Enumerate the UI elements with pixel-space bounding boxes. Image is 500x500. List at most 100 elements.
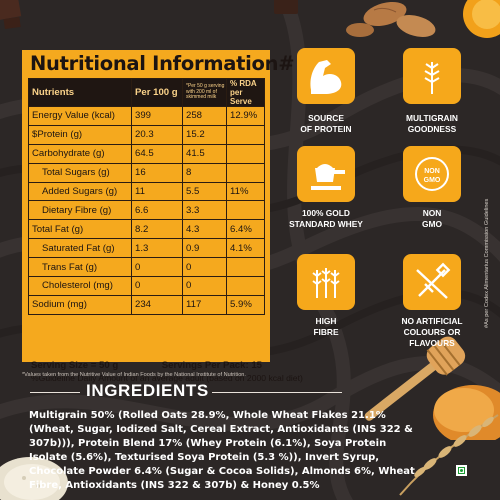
row-rda: 6.4%: [226, 219, 265, 240]
row-name: Dietary Fibre (g): [28, 200, 132, 221]
fibre-grains-icon: [312, 268, 340, 298]
row-rda: [226, 200, 265, 221]
almonds-image: [346, 1, 436, 37]
nutrition-panel: Nutritional Information# Nutrients Per 1…: [22, 50, 303, 383]
non-gmo-inner-bottom: GMO: [424, 177, 441, 184]
badge-line2: STANDARD WHEY: [289, 218, 363, 229]
badge-label: 100% GOLD STANDARD WHEY: [277, 208, 375, 230]
table-row: Sodium (mg) 234 117 5.9%: [28, 294, 265, 315]
honey-dipper-image: [364, 336, 500, 440]
guideline-note: %Guideline Daily Amount of an average ad…: [31, 373, 303, 383]
row-per100: 399: [131, 106, 183, 126]
row-per100: 16: [131, 162, 183, 183]
row-per100: 64.5: [131, 143, 183, 164]
badge-label: SOURCE OF PROTEIN: [277, 113, 375, 135]
header-rda: % RDA per Serve: [226, 78, 265, 107]
serving-size: Serving Size = 50 g: [31, 360, 119, 371]
row-rda: [226, 257, 265, 278]
row-name: Total Fat (g): [28, 219, 132, 240]
table-row: Total Fat (g) 8.2 4.3 6.4%: [28, 219, 265, 240]
badge-icon-box: [297, 48, 355, 104]
row-name: Energy Value (kcal): [28, 106, 132, 126]
ingredients-divider-left: [30, 392, 80, 393]
row-serve: 258: [182, 106, 227, 126]
row-name: Carbohydrate (g): [28, 143, 132, 164]
badge-label: NON GMO: [383, 208, 481, 230]
non-gmo-inner-top: NON: [424, 168, 440, 175]
row-per100: 8.2: [131, 219, 183, 240]
chocolate-pieces-image: [0, 0, 22, 30]
row-per100: 11: [131, 181, 183, 202]
row-rda: 5.9%: [226, 294, 265, 315]
row-per100: 0: [131, 276, 183, 296]
veg-mark-icon: [456, 465, 467, 476]
row-serve: 8: [182, 162, 227, 183]
row-name: Total Sugars (g): [28, 162, 132, 183]
badge-label: HIGH FIBRE: [277, 316, 375, 338]
whey-scoop-icon: [311, 164, 345, 190]
badge-icon-box: [297, 146, 355, 202]
row-rda: [226, 143, 265, 164]
badge-line1: SOURCE: [308, 113, 344, 123]
row-name: $Protein (g): [28, 124, 132, 145]
row-serve: 117: [182, 294, 227, 315]
row-serve: 41.5: [182, 143, 227, 164]
row-per100: 0: [131, 257, 183, 278]
badge-icon-box: [403, 254, 461, 310]
badge-label: MULTIGRAIN GOODNESS: [383, 113, 481, 135]
table-row: Added Sugars (g) 11 5.5 11%: [28, 181, 265, 202]
row-name: Saturated Fat (g): [28, 238, 132, 259]
ingredients-text: Multigrain 50% (Rolled Oats 28.9%, Whole…: [29, 410, 415, 491]
table-row: Saturated Fat (g) 1.3 0.9 4.1%: [28, 238, 265, 259]
table-row: Dietary Fibre (g) 6.6 3.3: [28, 200, 265, 221]
table-row: $Protein (g) 20.3 15.2: [28, 124, 265, 145]
row-rda: [226, 276, 265, 296]
row-per100: 234: [131, 294, 183, 315]
header-per-serve: *Per 50 g serving with 200 ml of skimmed…: [182, 78, 227, 107]
row-rda: 12.9%: [226, 106, 265, 126]
badge-line2: COLOURS OR FLAVOURS: [403, 326, 461, 348]
ingredients-heading: INGREDIENTS: [86, 381, 209, 400]
table-row: Carbohydrate (g) 64.5 41.5: [28, 143, 265, 164]
header-per100: Per 100 g: [131, 78, 183, 107]
row-rda: [226, 124, 265, 145]
side-note-text: #As per Codex Alimentarius Commission Gu…: [484, 198, 490, 328]
honey-bowl-image: [463, 0, 500, 38]
table-row: Trans Fat (g) 0 0: [28, 257, 265, 278]
badge-icon-box: [297, 254, 355, 310]
row-per100: 6.6: [131, 200, 183, 221]
non-gmo-icon: NON GMO: [415, 157, 449, 191]
muscle-arm-icon: [310, 60, 342, 94]
badge-line1: HIGH: [315, 316, 337, 326]
row-serve: 3.3: [182, 200, 227, 221]
side-note: #As per Codex Alimentarius Commission Gu…: [484, 188, 496, 328]
row-per100: 20.3: [131, 124, 183, 145]
table-row: Total Sugars (g) 16 8: [28, 162, 265, 183]
header-nutrients: Nutrients: [28, 78, 132, 107]
row-name: Added Sugars (g): [28, 181, 132, 202]
oat-stalk-image: [399, 414, 499, 496]
row-rda: 11%: [226, 181, 265, 202]
chocolate-piece-image: [274, 0, 298, 14]
row-per100: 1.3: [131, 238, 183, 259]
ingredients-divider: [212, 392, 342, 393]
table-row: Cholesterol (mg) 0 0: [28, 276, 265, 296]
badge-line2: OF PROTEIN: [300, 123, 352, 134]
row-name: Sodium (mg): [28, 294, 132, 315]
table-row: Energy Value (kcal) 399 258 12.9%: [28, 106, 265, 126]
badge-line1: NON: [422, 208, 442, 218]
no-artificial-dropper-icon: [416, 262, 451, 299]
badge-line1: 100% GOLD: [302, 208, 350, 218]
table-header-row: Nutrients Per 100 g *Per 50 g serving wi…: [28, 78, 265, 107]
row-rda: 4.1%: [226, 238, 265, 259]
row-serve: 4.3: [182, 219, 227, 240]
row-serve: 15.2: [182, 124, 227, 145]
badge-line1: MULTIGRAIN: [406, 113, 458, 123]
row-serve: 0.9: [182, 238, 227, 259]
row-serve: 5.5: [182, 181, 227, 202]
row-name: Cholesterol (mg): [28, 276, 132, 296]
wheat-icon: [424, 62, 440, 94]
badge-line1: NO ARTIFICIAL: [401, 316, 463, 326]
servings-per-pack: Servings Per Pack: 15: [161, 360, 262, 371]
panel-title: Nutritional Information#: [30, 52, 295, 75]
